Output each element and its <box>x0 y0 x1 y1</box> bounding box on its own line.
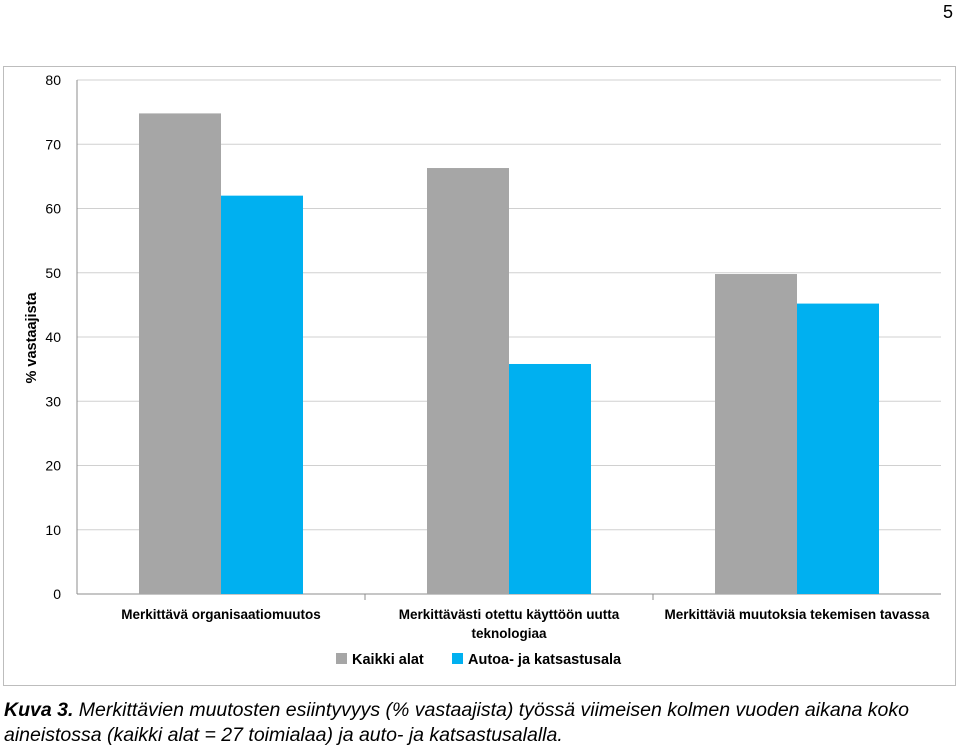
bar <box>797 303 879 594</box>
y-tick-label: 0 <box>53 586 61 602</box>
bar <box>139 113 221 594</box>
legend-label: Autoa- ja katsastusala <box>468 652 622 668</box>
bar <box>509 363 591 594</box>
x-tick-label: teknologiaa <box>471 626 547 641</box>
y-axis-ticks: 0 10 20 30 40 50 60 70 80 <box>45 72 61 602</box>
caption-label: Kuva 3. <box>4 699 74 721</box>
x-axis-labels: Merkittävä organisaatiomuutos Merkittäväs… <box>121 607 930 641</box>
y-tick-label: 40 <box>45 329 61 345</box>
figure-caption: Kuva 3. Merkittävien muutosten esiintyvy… <box>4 698 954 748</box>
x-tick-label: Merkittävä organisaatiomuutos <box>121 607 321 622</box>
legend-swatch <box>336 653 347 664</box>
y-axis-label: % vastaajista <box>24 292 40 384</box>
y-tick-label: 80 <box>45 72 61 88</box>
legend-swatch <box>452 653 463 664</box>
legend-label: Kaikki alat <box>352 652 424 668</box>
y-tick-label: 30 <box>45 393 61 409</box>
y-tick-label: 20 <box>45 458 61 474</box>
bar <box>715 274 797 594</box>
y-tick-label: 60 <box>45 201 61 217</box>
y-tick-label: 10 <box>45 522 61 538</box>
page-number: 5 <box>942 2 953 22</box>
bar-chart: 0 10 20 30 40 50 60 70 80 Merkittävä organisaati… <box>24 72 941 668</box>
bar <box>221 195 303 594</box>
x-tick-label: Merkittäviä muutoksia tekemisen tavassa <box>665 607 930 622</box>
x-tick-label: Merkittävästi otettu käyttöön uutta <box>399 607 620 622</box>
bars <box>139 113 879 594</box>
legend: Kaikki alat Autoa- ja katsastusala <box>336 652 622 668</box>
bar <box>427 168 509 594</box>
y-tick-label: 50 <box>45 265 61 281</box>
y-tick-label: 70 <box>45 136 61 152</box>
caption-text: Merkittävien muutosten esiintyvyys (% va… <box>4 699 909 746</box>
